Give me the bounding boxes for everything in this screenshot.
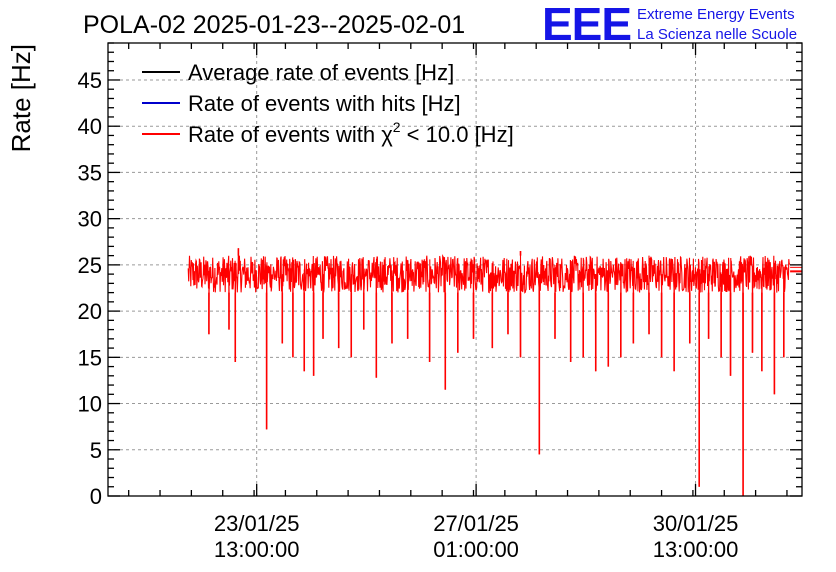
axes [107,42,803,497]
y-tick-label: 30 [78,207,102,232]
series-group [187,248,802,497]
x-tick-date-0: 23/01/25 [214,511,300,536]
x-tick-time-1: 01:00:00 [433,537,519,562]
x-tick-time-0: 13:00:00 [214,537,300,562]
legend-entry-2: Rate of events with χ2 < 10.0 [Hz] [188,119,514,147]
legend-entry-0: Average rate of events [Hz] [188,60,454,85]
y-tick-label: 35 [78,160,102,185]
chart-title: POLA-02 2025-01-23--2025-02-01 [83,11,465,39]
x-tick-date-2: 30/01/25 [653,511,739,536]
eee-logo-line1: Extreme Energy Events [637,6,795,23]
eee-logo-text: EEE [542,0,631,50]
y-tick-label: 45 [78,68,102,93]
plot-frame [107,42,803,497]
y-tick-label: 25 [78,253,102,278]
x-tick-date-1: 27/01/25 [433,511,519,536]
y-tick-label: 40 [78,114,102,139]
eee-logo: EEE Extreme Energy Events La Scienza nel… [542,0,797,50]
y-tick-labels: 0 5 10 15 20 25 30 35 40 45 [78,68,102,509]
x-tick-labels: 23/01/2513:00:0027/01/2501:00:0030/01/25… [214,511,738,562]
y-tick-label: 15 [78,345,102,370]
legend: Average rate of events [Hz] Rate of event… [142,60,514,147]
series-chi2-rate-line [187,248,791,497]
grid-lines [108,43,802,496]
y-tick-label: 5 [90,438,102,463]
eee-logo-line2: La Scienza nelle Scuole [637,26,797,43]
x-tick-time-2: 13:00:00 [653,537,739,562]
y-tick-label: 20 [78,299,102,324]
y-axis-label: Rate [Hz] [6,44,36,152]
legend-entry-1: Rate of events with hits [Hz] [188,91,461,116]
y-tick-label: 10 [78,392,102,417]
y-tick-label: 0 [90,484,102,509]
